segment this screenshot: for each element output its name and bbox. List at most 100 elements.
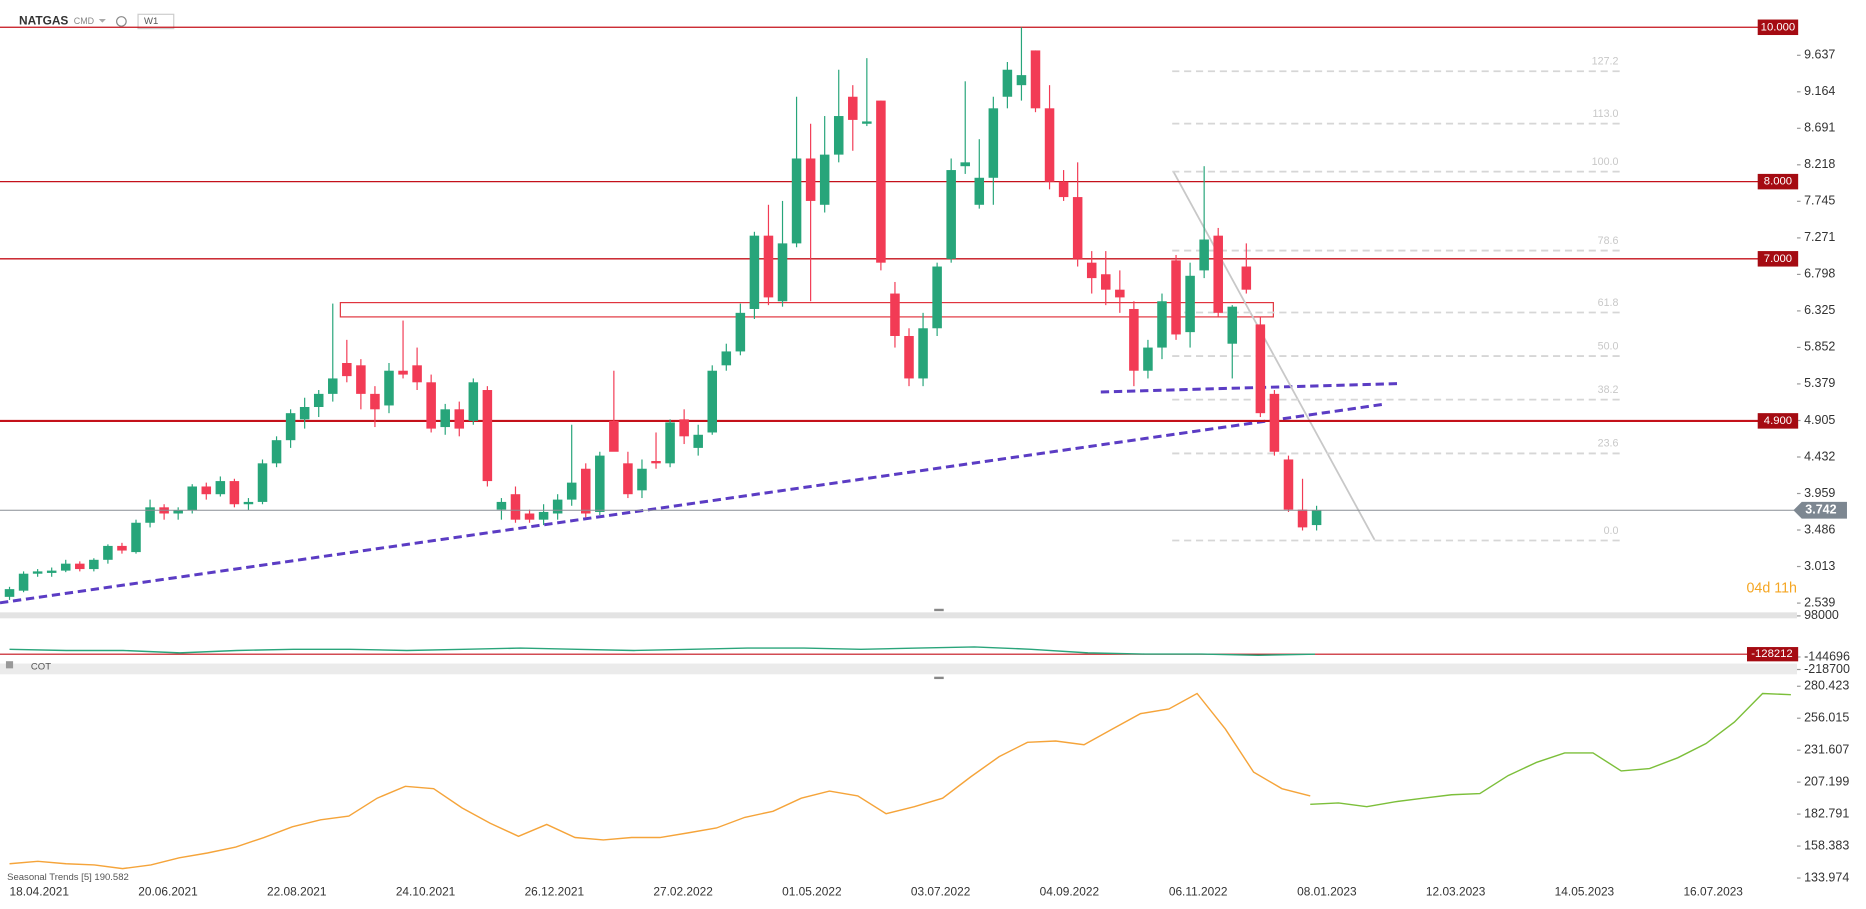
candle-body [4, 589, 15, 597]
pane-title: COT [31, 662, 51, 673]
level-label-bg [1757, 413, 1799, 429]
timeframe-box[interactable] [137, 13, 175, 30]
candle-body [103, 545, 113, 560]
y-tick-label: 5.852 [1804, 340, 1835, 354]
supply-zone [339, 302, 1274, 318]
y-tick-label: 8.691 [1804, 121, 1835, 135]
candle-body [173, 510, 183, 514]
candle-body [623, 463, 633, 495]
candle-body [1016, 75, 1027, 86]
candle-body [1255, 324, 1266, 414]
candle-body [848, 96, 858, 120]
candle-body [1283, 459, 1294, 510]
candle-body [75, 563, 85, 570]
x-tick-label: 01.05.2022 [782, 884, 842, 898]
dropdown-icon[interactable] [98, 19, 106, 23]
cot-label: COT [5, 661, 51, 673]
pane-title: Seasonal Trends [7, 871, 79, 882]
level-label: -128212 [1751, 648, 1792, 660]
info-icon[interactable] [116, 16, 127, 27]
candle-body [412, 365, 422, 383]
candle-body [1157, 301, 1167, 348]
candle-body [833, 116, 844, 155]
candle-body [243, 501, 254, 505]
y-tick-label: -218700 [1804, 662, 1850, 676]
y-tick-label: 256.015 [1804, 711, 1849, 725]
candle-body [777, 243, 788, 302]
x-tick-label: 06.11.2022 [1169, 884, 1228, 898]
candle-body [538, 511, 549, 520]
fib-label: 78.6 [1598, 235, 1619, 247]
candle-body [524, 513, 535, 520]
candle-body [1115, 289, 1125, 298]
pane-params: [5] [81, 871, 92, 882]
pane-separator [0, 612, 1797, 619]
candle-body [1058, 181, 1069, 198]
seasonal-legend: Seasonal Trends [5] 190.582 [7, 871, 129, 882]
candle-body [145, 507, 155, 523]
candle-body [18, 573, 29, 591]
timeframe[interactable]: W1 [144, 16, 158, 27]
candle-body [749, 235, 760, 309]
candle-body [201, 486, 212, 495]
x-tick-label: 26.12.2021 [525, 884, 585, 898]
candle-body [1072, 197, 1083, 259]
candle-body [229, 481, 240, 505]
candle-body [1213, 235, 1223, 313]
level-label-bg [1746, 647, 1799, 662]
series-line [9, 646, 1316, 656]
level-label-bg [1757, 251, 1799, 267]
x-tick-label: 16.07.2023 [1683, 884, 1743, 898]
pane-icon[interactable] [5, 661, 14, 669]
pane-handle [934, 676, 944, 680]
series-line [1310, 692, 1791, 808]
y-tick-label: 4.432 [1804, 449, 1835, 463]
x-tick-label: 18.04.2021 [10, 884, 70, 898]
y-tick-label: 3.486 [1804, 522, 1835, 536]
y-tick-label: 207.199 [1804, 774, 1849, 788]
candle-body [496, 501, 507, 510]
x-tick-label: 27.02.2022 [653, 884, 713, 898]
candle-body [1002, 69, 1013, 97]
fib-label: 127.2 [1592, 56, 1619, 68]
y-tick-label: 280.423 [1804, 679, 1849, 693]
candle-body [637, 468, 647, 491]
candle-body [370, 393, 380, 410]
x-tick-label: 24.10.2021 [396, 884, 456, 898]
fib-label: 100.0 [1592, 156, 1619, 168]
candle-body [735, 312, 746, 352]
candle-body [763, 235, 774, 298]
x-tick-label: 03.07.2022 [911, 884, 971, 898]
y-tick-label: 2.539 [1804, 595, 1835, 609]
candle-body [1086, 262, 1097, 279]
candle-body [1171, 260, 1181, 335]
candle-body [946, 170, 956, 259]
candle-body [131, 522, 141, 553]
candle-body [932, 266, 942, 329]
y-tick-label: 98000 [1804, 608, 1839, 622]
y-tick-label: 231.607 [1804, 742, 1849, 756]
symbol: NATGAS [19, 14, 68, 28]
instrument-type: CMD [74, 16, 95, 26]
candle-body [791, 158, 802, 244]
candle-body [89, 559, 99, 570]
y-tick-label: 158.383 [1804, 838, 1849, 852]
x-tick-label: 22.08.2021 [267, 884, 327, 898]
y-tick-label: 7.745 [1804, 194, 1835, 208]
price-pane: 9.637 9.164 8.691 8.218 7.745 7.271 6.798 6.325… [0, 19, 1847, 898]
fib-label: 23.6 [1598, 438, 1619, 450]
candle-body [805, 158, 816, 201]
seasonal-pane: 280.423 256.015 231.607 207.199 182.791 158.3… [9, 679, 1849, 884]
candle-body [398, 370, 408, 375]
trend-line [1100, 382, 1399, 394]
candle-body [426, 382, 436, 429]
candle-body [609, 420, 619, 452]
candle-body [440, 409, 450, 428]
candle-body [651, 461, 661, 464]
y-tick-label: 6.325 [1804, 303, 1835, 317]
candle-countdown: 04d 11h [1746, 580, 1796, 596]
y-tick-label: 133.974 [1804, 870, 1849, 884]
level-label: 4.900 [1764, 415, 1792, 427]
candle-body [1311, 510, 1322, 526]
